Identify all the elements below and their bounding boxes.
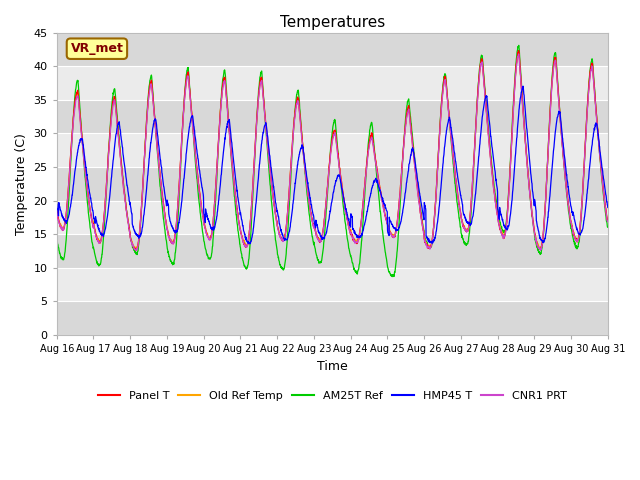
Bar: [57, 167, 608, 201]
Text: VR_met: VR_met: [70, 42, 124, 55]
Bar: [57, 33, 608, 66]
Bar: [57, 234, 608, 268]
Bar: [57, 201, 608, 234]
Bar: [57, 100, 608, 133]
Bar: [57, 66, 608, 100]
Bar: [57, 268, 608, 301]
Legend: Panel T, Old Ref Temp, AM25T Ref, HMP45 T, CNR1 PRT: Panel T, Old Ref Temp, AM25T Ref, HMP45 …: [93, 386, 572, 405]
Title: Temperatures: Temperatures: [280, 15, 385, 30]
Bar: [57, 133, 608, 167]
Y-axis label: Temperature (C): Temperature (C): [15, 133, 28, 235]
Bar: [57, 301, 608, 335]
X-axis label: Time: Time: [317, 360, 348, 372]
